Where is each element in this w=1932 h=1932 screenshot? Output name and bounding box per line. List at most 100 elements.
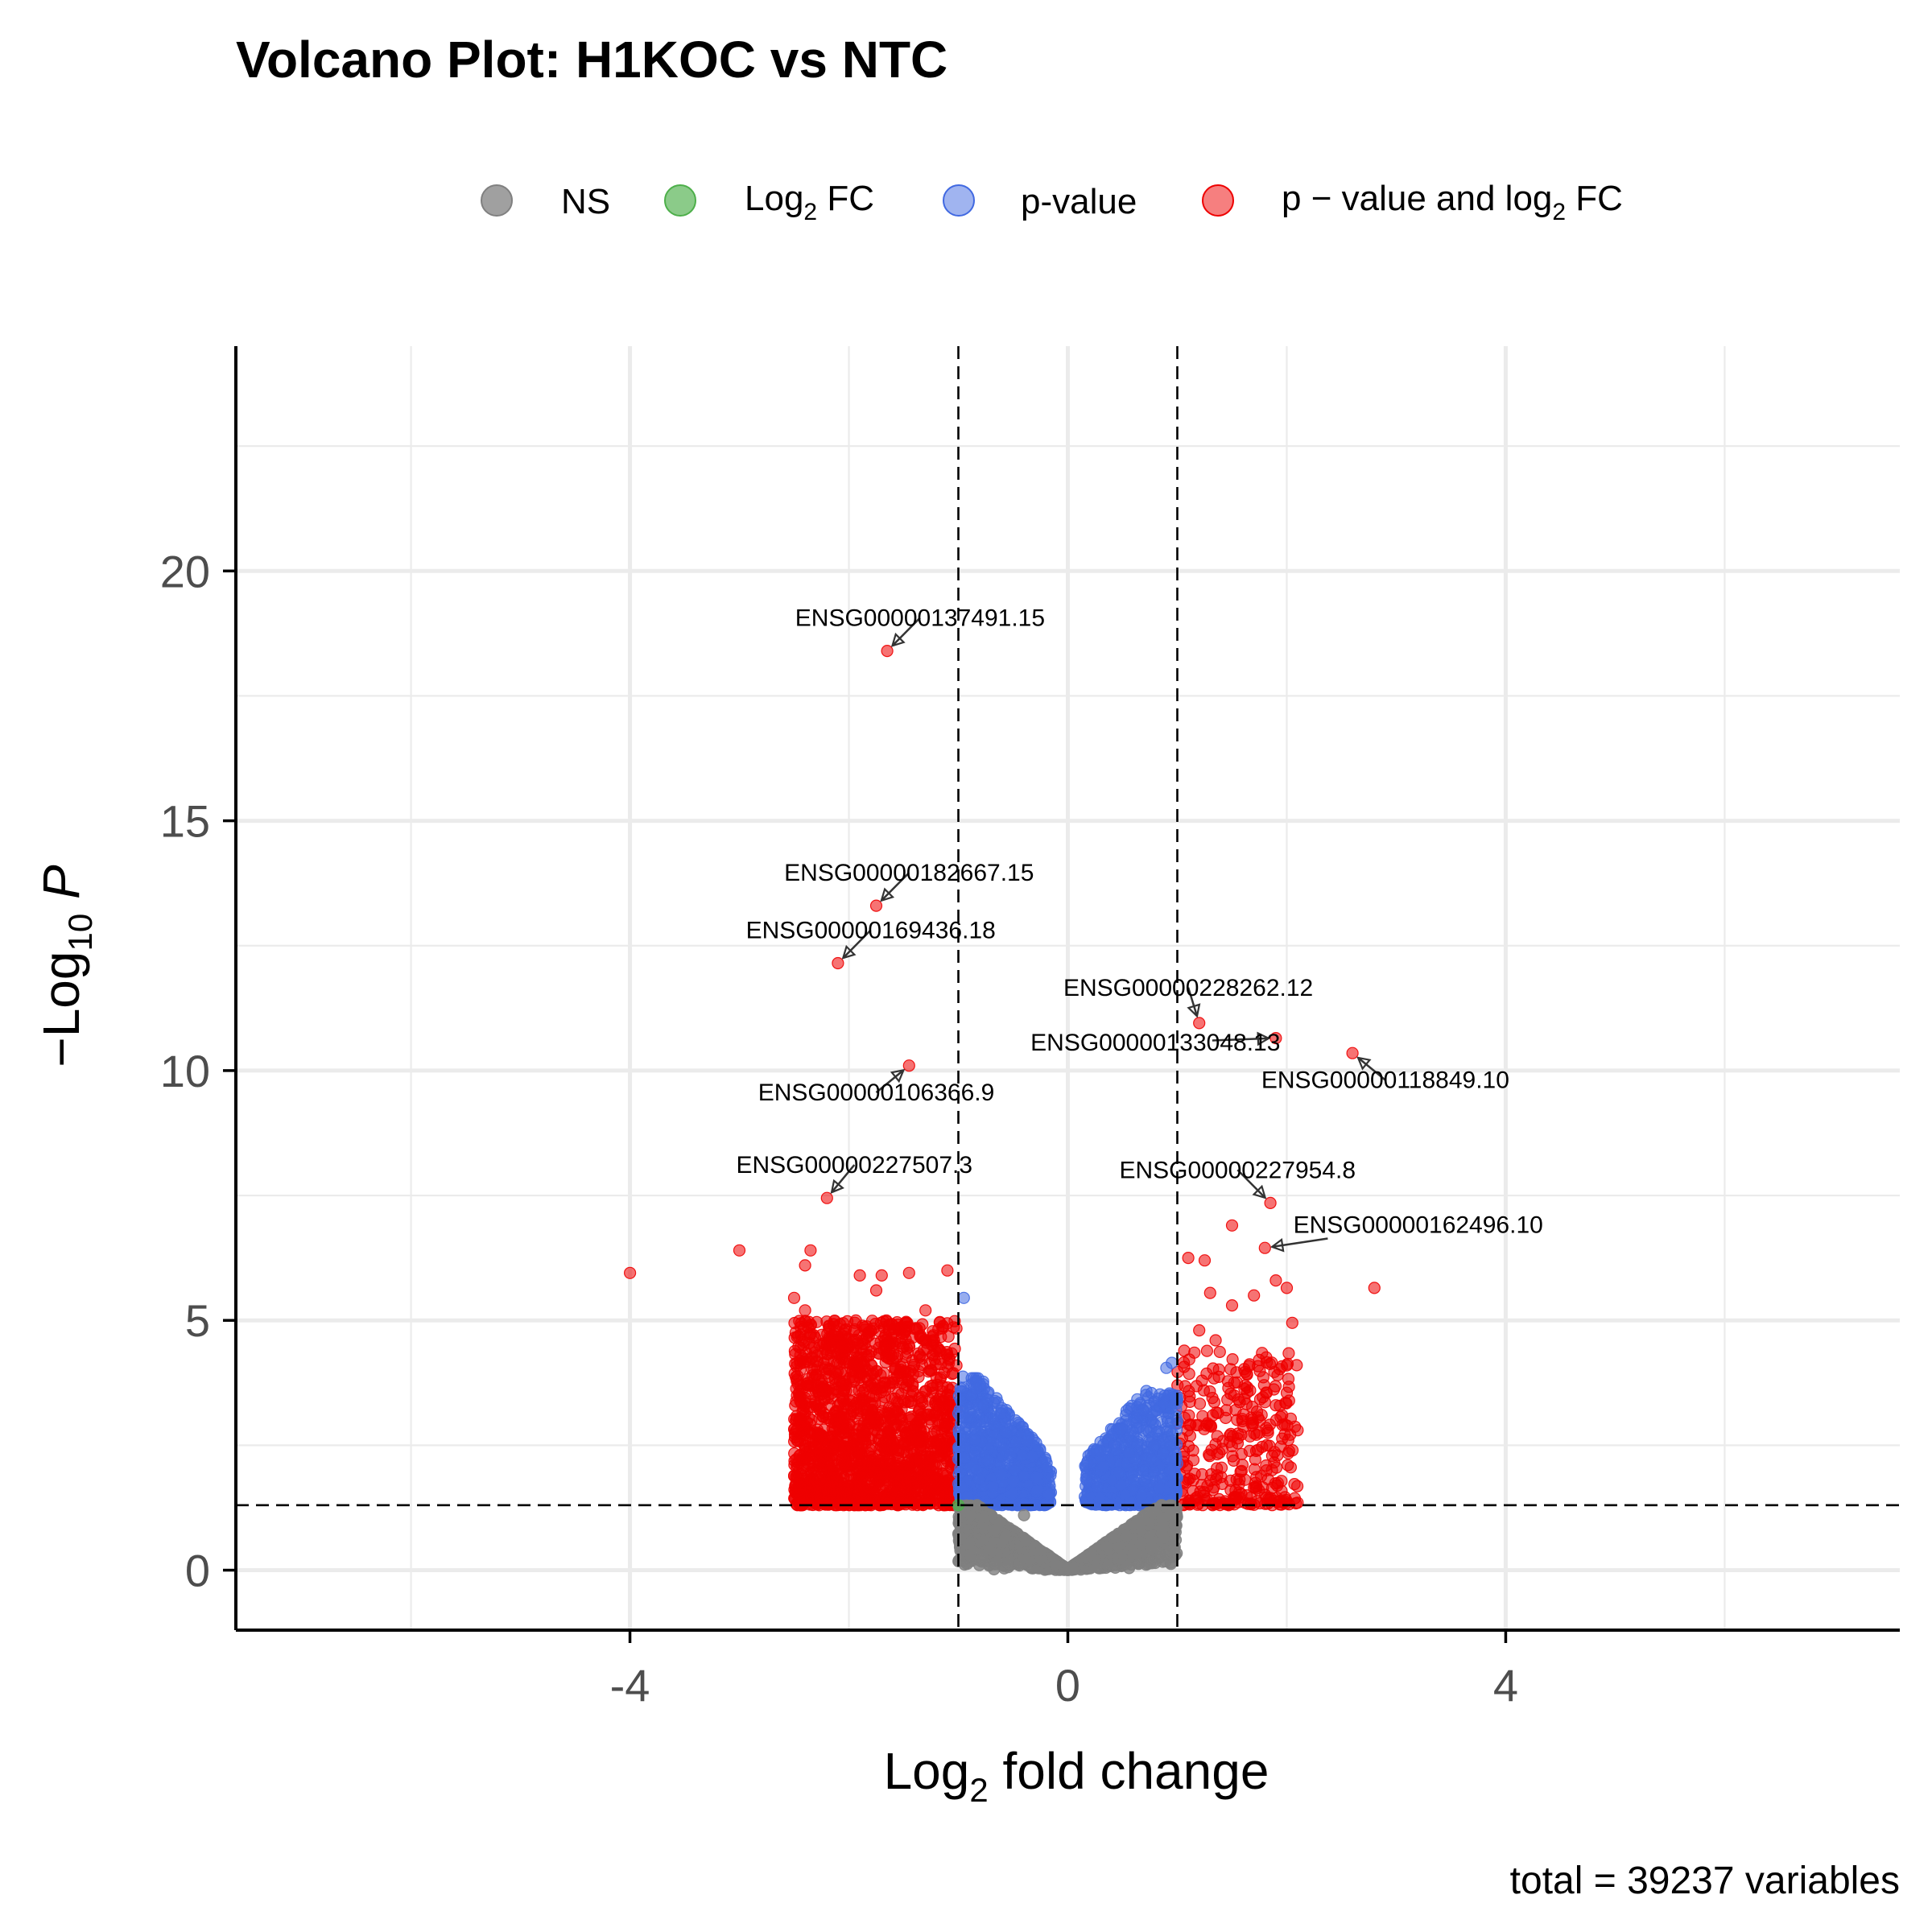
legend: NS Log2 FC p-value p − value and log2 FC <box>481 179 1623 225</box>
point-p <box>1080 1475 1094 1488</box>
point-both <box>826 1422 839 1435</box>
point-p <box>1164 1463 1178 1476</box>
point-p <box>1018 1470 1030 1483</box>
point-both <box>1278 1418 1291 1430</box>
point-both <box>1187 1454 1200 1467</box>
point-both <box>880 1314 893 1327</box>
point-both <box>1216 1477 1229 1491</box>
point-both <box>926 1381 939 1395</box>
point-both <box>874 1335 887 1348</box>
point-both <box>906 1435 919 1449</box>
point-both <box>1241 1367 1253 1381</box>
point-both <box>1288 1477 1301 1491</box>
point-both <box>932 1393 945 1406</box>
point-both <box>820 1315 833 1328</box>
point-both <box>830 1348 843 1361</box>
legend-item-ns: NS <box>481 182 610 221</box>
point-both <box>936 1468 949 1480</box>
point-both <box>1245 1400 1259 1414</box>
legend-label-ns: NS <box>561 182 610 221</box>
point-both <box>852 1472 865 1485</box>
point-p <box>1122 1447 1135 1459</box>
point-both <box>900 1342 914 1355</box>
point-both <box>795 1328 807 1341</box>
point-p <box>954 1393 968 1406</box>
point-both <box>916 1396 929 1410</box>
point-p <box>973 1473 986 1486</box>
data-points <box>623 644 1381 1576</box>
point-p <box>1005 1488 1018 1501</box>
point-p <box>1170 1410 1183 1423</box>
point-both <box>1282 1447 1294 1459</box>
point-both <box>930 1371 943 1384</box>
point-both <box>1177 1356 1191 1369</box>
point-both <box>851 1358 864 1372</box>
point-p <box>1147 1464 1161 1478</box>
point-both <box>1208 1396 1221 1409</box>
point-both <box>916 1444 929 1457</box>
point-p <box>1158 1389 1171 1402</box>
point-both <box>1213 1345 1226 1359</box>
legend-label-p-value-and-log2-fc: p − value and log2 FC <box>1282 179 1623 225</box>
point-both <box>799 1439 812 1452</box>
point-both <box>1183 1409 1195 1422</box>
point-both <box>822 1411 836 1425</box>
point-both <box>1229 1484 1242 1497</box>
point-both <box>941 1348 954 1361</box>
point-p <box>1016 1449 1029 1463</box>
point-p <box>1131 1393 1144 1406</box>
legend-key-p-value-and-log2-fc <box>1202 184 1234 217</box>
legend-item-log2-fc: Log2 FC <box>664 179 874 225</box>
point-both <box>900 1426 913 1439</box>
point-p <box>1093 1492 1106 1505</box>
point-p <box>968 1433 981 1447</box>
point-p <box>970 1381 983 1395</box>
point-both <box>912 1455 925 1468</box>
point-p <box>1137 1404 1150 1417</box>
point-both <box>1288 1420 1302 1433</box>
point-p <box>1018 1497 1030 1510</box>
point-p <box>1135 1488 1148 1501</box>
point-both <box>1235 1464 1249 1477</box>
point-both <box>927 1409 941 1422</box>
point-both <box>1203 1385 1216 1398</box>
point-p <box>1094 1444 1107 1457</box>
legend-label-log2-fc: Log2 FC <box>745 179 874 225</box>
point-both <box>1268 1446 1281 1459</box>
point-both <box>858 1393 872 1407</box>
point-p <box>1096 1459 1110 1473</box>
point-p <box>1113 1422 1127 1436</box>
point-both <box>1201 1417 1214 1430</box>
point-p <box>1153 1482 1166 1495</box>
point-both <box>950 1322 963 1335</box>
point-p <box>1009 1414 1022 1427</box>
legend-key-p-value <box>943 184 975 217</box>
point-p <box>1137 1464 1150 1478</box>
point-both <box>1265 1463 1278 1476</box>
point-both <box>1226 1352 1239 1366</box>
point-p <box>1112 1466 1125 1480</box>
point-both <box>817 1356 830 1369</box>
point-both <box>1200 1344 1214 1357</box>
point-both <box>1282 1434 1294 1447</box>
point-both <box>799 1451 813 1464</box>
point-p <box>1146 1416 1159 1429</box>
point-both <box>790 1382 803 1395</box>
point-both <box>1282 1347 1295 1360</box>
point-both <box>1211 1447 1224 1461</box>
point-p <box>999 1426 1012 1439</box>
point-both <box>886 1413 900 1426</box>
point-both <box>865 1464 877 1477</box>
point-p <box>987 1413 1000 1426</box>
point-both <box>1268 1365 1281 1378</box>
point-both <box>1178 1344 1191 1357</box>
point-both <box>807 1328 820 1342</box>
point-both <box>1235 1428 1248 1441</box>
point-both <box>840 1459 853 1473</box>
point-both <box>1188 1346 1201 1359</box>
point-both <box>793 1493 806 1506</box>
point-both <box>848 1323 861 1336</box>
point-both <box>936 1320 949 1333</box>
point-both <box>1256 1347 1269 1360</box>
